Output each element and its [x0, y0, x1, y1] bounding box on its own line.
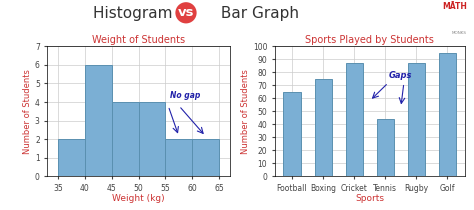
Bar	[112, 102, 138, 176]
Bar	[138, 102, 165, 176]
Bar	[315, 79, 332, 176]
Text: Histogram: Histogram	[93, 6, 178, 21]
X-axis label: Sports: Sports	[355, 194, 384, 203]
Text: No gap: No gap	[170, 91, 200, 100]
X-axis label: Weight (kg): Weight (kg)	[112, 194, 165, 203]
Bar	[283, 92, 301, 176]
Bar	[377, 119, 394, 176]
Bar	[439, 53, 456, 176]
Bar	[58, 139, 85, 176]
Text: MONKS: MONKS	[452, 32, 467, 35]
Text: Bar Graph: Bar Graph	[216, 6, 299, 21]
Y-axis label: Number of Students: Number of Students	[241, 69, 250, 154]
Bar	[85, 65, 112, 176]
Title: Weight of Students: Weight of Students	[92, 35, 185, 45]
Bar	[165, 139, 192, 176]
Text: MĀTH: MĀTH	[442, 2, 467, 11]
Text: vs: vs	[178, 6, 194, 19]
Bar	[408, 63, 425, 176]
Title: Sports Played by Students: Sports Played by Students	[305, 35, 434, 45]
Y-axis label: Number of Students: Number of Students	[23, 69, 32, 154]
Text: Gaps: Gaps	[389, 71, 412, 80]
Bar	[192, 139, 219, 176]
Bar	[346, 63, 363, 176]
